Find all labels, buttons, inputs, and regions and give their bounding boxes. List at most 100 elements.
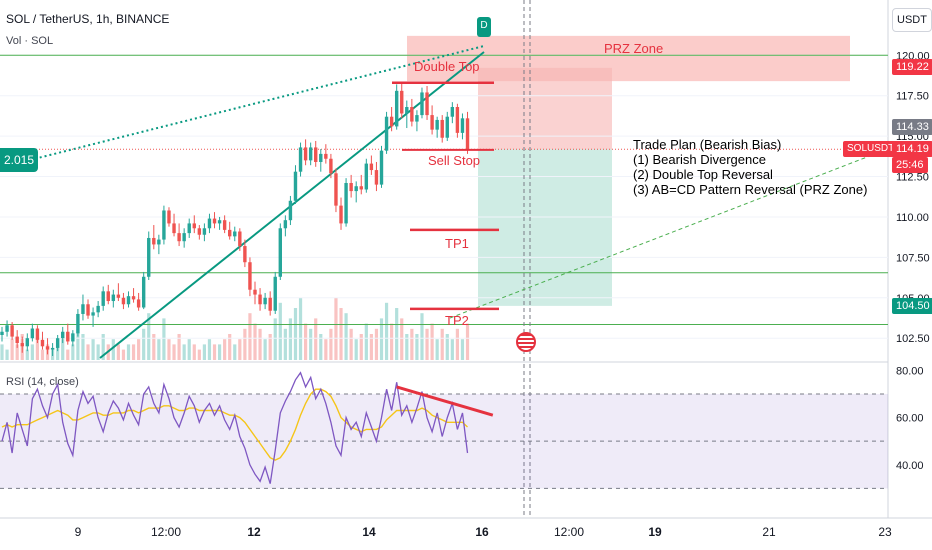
candle-body — [319, 153, 323, 162]
volume-bar — [293, 308, 298, 360]
volume-bar — [364, 323, 368, 360]
time-tick-label: 23 — [878, 525, 892, 539]
rsi-tick-label: 40.00 — [896, 460, 924, 472]
volume-bar — [202, 344, 206, 360]
candle-body — [450, 107, 455, 117]
candle-body — [293, 171, 298, 201]
volume-bar — [258, 328, 262, 360]
volume-bar — [304, 323, 308, 360]
candle-body — [182, 233, 186, 242]
candle-body — [233, 231, 237, 237]
candle-body — [217, 220, 222, 224]
candle-body — [0, 331, 4, 335]
volume-bar — [217, 344, 222, 360]
volume-bar — [25, 349, 29, 360]
volume-bar — [5, 349, 9, 360]
high-price-tag: 114.33 — [892, 119, 932, 135]
volume-bar — [329, 328, 333, 360]
volume-bar — [263, 339, 267, 360]
reward-zone — [478, 149, 612, 306]
candle-body — [10, 325, 14, 337]
volume-bar — [455, 328, 459, 360]
rsi-tick-label: 60.00 — [896, 413, 924, 425]
candle-body — [349, 183, 353, 192]
rsi-divergence-line — [396, 385, 494, 417]
candle-body — [207, 218, 212, 229]
volume-bar — [278, 302, 282, 360]
volume-bar — [142, 328, 146, 360]
candle-body — [263, 297, 267, 305]
volume-bar — [162, 318, 166, 360]
candle-body — [222, 220, 227, 230]
candle-body — [273, 276, 277, 311]
volume-bar — [425, 328, 429, 360]
candle-body — [405, 107, 409, 114]
volume-bar — [116, 344, 120, 360]
candle-body — [344, 183, 348, 224]
candle-body — [172, 223, 176, 234]
time-tick-label: 12:00 — [151, 525, 181, 539]
volume-bar — [152, 334, 156, 360]
candle-body — [400, 90, 404, 114]
candle-body — [116, 294, 121, 298]
volume-bar — [197, 349, 201, 360]
volume-bar — [0, 344, 4, 360]
candle-body — [278, 228, 282, 277]
candle-body — [35, 328, 40, 340]
volume-bar — [91, 339, 95, 360]
candle-body — [228, 229, 232, 237]
candle-body — [415, 115, 419, 122]
volume-bar — [81, 334, 85, 360]
candle-body — [384, 116, 389, 151]
candle-body — [152, 237, 156, 245]
currency-button[interactable]: USDT — [892, 8, 932, 32]
volume-bar — [253, 323, 257, 360]
candle-body — [420, 92, 424, 116]
time-tick-label: 12 — [247, 525, 261, 539]
stop-price-tag: 119.22 — [892, 59, 932, 75]
price-scale-bg — [888, 0, 932, 550]
volume-bar — [223, 339, 227, 360]
candle-body — [71, 333, 75, 342]
flag-icon[interactable] — [516, 332, 536, 352]
volume-bar — [354, 339, 358, 360]
candle-body — [379, 150, 384, 185]
tp2-price-tag: 104.50 — [892, 298, 932, 314]
divergence-marker[interactable]: D — [477, 17, 491, 37]
candle-body — [192, 223, 196, 229]
volume-bar — [369, 334, 373, 360]
volume-bar — [339, 308, 343, 360]
candle-body — [157, 239, 161, 245]
volume-bar — [324, 339, 328, 360]
candle-body — [248, 262, 252, 290]
volume-bar — [187, 339, 191, 360]
volume-bar — [450, 339, 454, 360]
volume-bar — [121, 349, 126, 360]
countdown-tag: 25:46 — [892, 157, 928, 173]
time-tick-label: 12:00 — [554, 525, 584, 539]
volume-bar — [66, 349, 70, 360]
candle-body — [61, 331, 65, 339]
candle-body — [121, 297, 126, 305]
volume-bar — [238, 339, 242, 360]
candle-body — [136, 299, 141, 308]
candle-body — [268, 297, 272, 311]
candle-body — [20, 343, 24, 347]
price-tick-label: 117.50 — [896, 91, 929, 103]
volume-bar — [400, 318, 404, 360]
volume-bar — [207, 339, 212, 360]
candle-body — [106, 291, 110, 302]
risk-zone — [478, 67, 612, 150]
price-tick-label: 112.50 — [896, 172, 929, 184]
sell-stop-label: Sell Stop — [428, 153, 481, 168]
dotted-trendline — [29, 45, 485, 161]
volume-bar — [248, 313, 252, 360]
volume-bar — [384, 302, 389, 360]
candle-body — [258, 294, 262, 305]
candle-body — [238, 231, 242, 247]
volume-bar — [101, 334, 105, 360]
candle-body — [364, 163, 369, 190]
candle-body — [465, 118, 470, 150]
candle-body — [96, 305, 100, 313]
